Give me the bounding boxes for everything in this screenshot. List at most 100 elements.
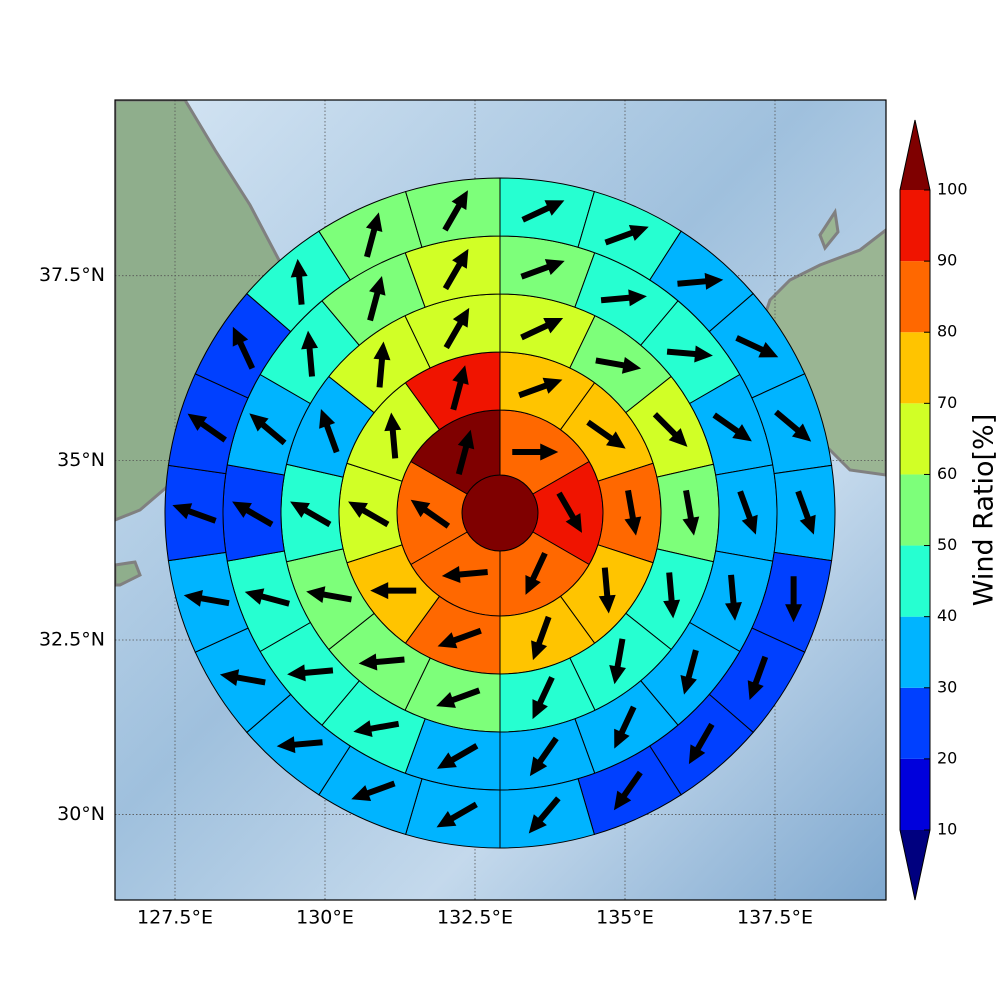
colorbar-tick-label: 20 xyxy=(937,748,957,767)
y-tick-label: 37.5°N xyxy=(39,264,105,286)
wind-arrow xyxy=(725,574,742,621)
colorbar-bin xyxy=(900,190,930,262)
wind-arrow xyxy=(600,289,647,307)
colorbar-under xyxy=(900,830,930,900)
wind-arrow xyxy=(301,330,319,377)
wind-arrow xyxy=(306,586,352,603)
colorbar: 10 20 30 40 50 60 70 80 90 100 xyxy=(899,119,968,901)
wind-arrow xyxy=(518,377,563,399)
colorbar-tick-label: 70 xyxy=(937,393,957,412)
wind-arrow xyxy=(172,503,217,524)
wind-arrow xyxy=(287,664,334,682)
colorbar-tick-label: 30 xyxy=(937,677,957,696)
wind-arrow xyxy=(437,627,482,649)
sector-cell xyxy=(404,778,501,849)
colorbar-bin xyxy=(900,474,930,546)
wind-arrow xyxy=(353,720,400,738)
wind-arrow xyxy=(712,412,752,442)
wind-arrow xyxy=(351,780,396,802)
colorbar-bin xyxy=(900,403,930,475)
y-tick-label: 32.5°N xyxy=(39,628,105,650)
wind-arrow xyxy=(436,687,481,708)
wind-arrow xyxy=(232,326,256,370)
colorbar-bin xyxy=(900,261,930,333)
wind-arrow xyxy=(373,341,391,388)
wind-arrow xyxy=(529,736,559,777)
y-tick-label: 30°N xyxy=(57,803,105,825)
wind-arrow xyxy=(443,307,470,350)
wind-arrow xyxy=(735,335,779,358)
wind-arrow xyxy=(436,801,478,828)
wind-arrow xyxy=(613,770,643,811)
wind-arrow xyxy=(528,796,561,834)
wind-arrow xyxy=(795,490,816,535)
wind-arrow xyxy=(232,501,274,528)
x-tick-label: 137.5°E xyxy=(737,907,813,929)
wind-arrow xyxy=(348,501,390,528)
colorbar-tick-label: 10 xyxy=(937,820,957,839)
wind-arrow xyxy=(455,429,475,475)
x-tick-label: 130°E xyxy=(296,907,354,929)
wind-arrow xyxy=(666,345,713,363)
wind-arrow xyxy=(532,676,555,720)
wind-arrow xyxy=(677,272,724,290)
colorbar-bin xyxy=(900,616,930,688)
wind-arrow xyxy=(183,589,230,607)
wind-arrow xyxy=(370,582,417,600)
wind-arrow xyxy=(520,317,564,341)
wind-arrow xyxy=(682,489,700,536)
map-frame xyxy=(114,99,887,901)
wind-arrow xyxy=(680,649,699,695)
wind-arrow xyxy=(437,743,479,769)
wind-arrow xyxy=(556,491,582,533)
colorbar-label: Wind Ratio[%] xyxy=(969,414,1000,606)
wind-arrow xyxy=(290,258,308,305)
wind-arrow xyxy=(442,248,469,291)
x-tick-label: 135°E xyxy=(596,907,654,929)
colorbar-tick-label: 100 xyxy=(937,180,968,199)
wind-arrow xyxy=(450,365,469,411)
wind-arrow xyxy=(442,190,468,232)
sector-cell xyxy=(499,177,596,248)
wind-arrow xyxy=(410,499,451,529)
colorbar-tick-label: 50 xyxy=(937,535,957,554)
wind-arrow xyxy=(319,408,340,454)
x-tick-label: 127.5°E xyxy=(137,907,213,929)
wind-arrow xyxy=(624,489,642,536)
wind-arrow xyxy=(187,413,227,443)
wind-arrow xyxy=(652,412,688,447)
colorbar-over xyxy=(900,120,930,190)
colorbar-bin xyxy=(900,687,930,759)
wind-arrow xyxy=(290,501,332,528)
wind-arrow xyxy=(688,722,715,765)
wind-arrow xyxy=(364,212,383,258)
wind-arrow xyxy=(604,224,649,246)
wind-arrow xyxy=(276,736,323,754)
wind-arrow xyxy=(244,588,290,607)
axis-ticks: 127.5°E 130°E 132.5°E 135°E 137.5°E 30°N 32.5°… xyxy=(39,264,813,928)
wind-arrow xyxy=(358,653,405,671)
wind-arrow xyxy=(219,669,266,686)
wind-arrow xyxy=(441,566,488,583)
wind-arrow xyxy=(774,409,812,442)
wind-arrow xyxy=(384,412,402,459)
wind-arrows xyxy=(172,190,816,834)
wind-arrow xyxy=(586,419,626,449)
wind-arrow xyxy=(747,655,769,701)
wind-arrow xyxy=(249,413,287,446)
wind-arrow xyxy=(525,551,548,595)
wind-arrow xyxy=(609,638,626,685)
wind-arrow xyxy=(520,259,565,280)
colorbar-bin xyxy=(900,545,930,617)
y-tick-label: 35°N xyxy=(57,449,105,471)
wind-arrow xyxy=(521,200,565,223)
wind-arrow xyxy=(531,615,552,661)
colorbar-tick-label: 40 xyxy=(937,606,957,625)
colorbar-tick-label: 90 xyxy=(937,251,957,270)
wind-arrow xyxy=(367,276,386,322)
wind-arrow xyxy=(512,443,559,461)
colorbar-tick-label: 80 xyxy=(937,322,957,341)
wind-arrow xyxy=(737,490,758,535)
colorbar-tick-label: 60 xyxy=(937,464,957,483)
